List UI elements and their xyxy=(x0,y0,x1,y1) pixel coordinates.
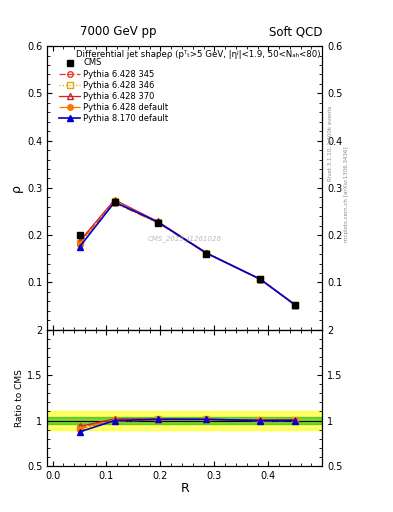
Pythia 8.170 default xyxy=(112,199,117,205)
Pythia 6.428 default xyxy=(112,200,117,206)
Pythia 6.428 345 xyxy=(77,239,82,245)
Y-axis label: Ratio to CMS: Ratio to CMS xyxy=(15,369,24,427)
Pythia 6.428 346 xyxy=(258,276,263,282)
Pythia 6.428 345 xyxy=(204,250,209,256)
Pythia 6.428 370 xyxy=(112,197,117,203)
CMS xyxy=(155,220,160,226)
Line: Pythia 8.170 default: Pythia 8.170 default xyxy=(77,199,298,308)
Pythia 6.428 default xyxy=(258,276,263,283)
Pythia 6.428 346 xyxy=(293,302,298,308)
Line: Pythia 6.428 346: Pythia 6.428 346 xyxy=(77,198,298,308)
Line: Pythia 6.428 345: Pythia 6.428 345 xyxy=(77,199,298,308)
Y-axis label: ρ: ρ xyxy=(10,184,23,192)
Text: Differential jet shapeρ (pᵀₜ>5 GeV, |ηʲ|<1.9, 50<Nₐₕ<80): Differential jet shapeρ (pᵀₜ>5 GeV, |ηʲ|… xyxy=(76,50,321,59)
Pythia 8.170 default xyxy=(77,244,82,250)
Pythia 6.428 345 xyxy=(258,276,263,282)
CMS xyxy=(293,302,298,308)
X-axis label: R: R xyxy=(180,482,189,495)
Pythia 6.428 370 xyxy=(77,238,82,244)
Pythia 8.170 default xyxy=(155,219,160,225)
Pythia 6.428 default xyxy=(293,302,298,308)
CMS xyxy=(112,199,117,205)
Text: 7000 GeV pp: 7000 GeV pp xyxy=(80,26,157,38)
Text: CMS_2013_I1261026: CMS_2013_I1261026 xyxy=(148,236,222,242)
Bar xyxy=(47,412,322,430)
Pythia 8.170 default xyxy=(204,250,209,256)
Line: Pythia 6.428 default: Pythia 6.428 default xyxy=(77,200,298,308)
Pythia 6.428 370 xyxy=(293,302,298,308)
Pythia 6.428 370 xyxy=(155,219,160,225)
Pythia 6.428 370 xyxy=(258,276,263,282)
Pythia 6.428 346 xyxy=(204,250,209,256)
Pythia 6.428 345 xyxy=(155,219,160,225)
Pythia 6.428 default xyxy=(155,220,160,226)
Pythia 6.428 default xyxy=(204,250,209,256)
Pythia 6.428 346 xyxy=(112,198,117,204)
Pythia 6.428 370 xyxy=(204,250,209,256)
Line: CMS: CMS xyxy=(76,199,299,309)
Text: Soft QCD: Soft QCD xyxy=(269,26,322,38)
Bar xyxy=(47,417,322,424)
CMS xyxy=(258,276,263,282)
Text: mcplots.cern.ch [arXiv:1306.3436]: mcplots.cern.ch [arXiv:1306.3436] xyxy=(344,147,349,242)
Pythia 6.428 default xyxy=(77,241,82,247)
CMS xyxy=(77,232,82,238)
Pythia 6.428 346 xyxy=(77,240,82,246)
Text: Rivet 3.1.10, ≥400k events: Rivet 3.1.10, ≥400k events xyxy=(328,105,333,181)
Pythia 8.170 default xyxy=(258,276,263,282)
Line: Pythia 6.428 370: Pythia 6.428 370 xyxy=(77,197,298,308)
Legend: CMS, Pythia 6.428 345, Pythia 6.428 346, Pythia 6.428 370, Pythia 6.428 default,: CMS, Pythia 6.428 345, Pythia 6.428 346,… xyxy=(56,55,172,126)
Pythia 6.428 345 xyxy=(112,199,117,205)
Pythia 6.428 345 xyxy=(293,302,298,308)
Pythia 8.170 default xyxy=(293,302,298,308)
Pythia 6.428 346 xyxy=(155,219,160,225)
CMS xyxy=(204,251,209,257)
